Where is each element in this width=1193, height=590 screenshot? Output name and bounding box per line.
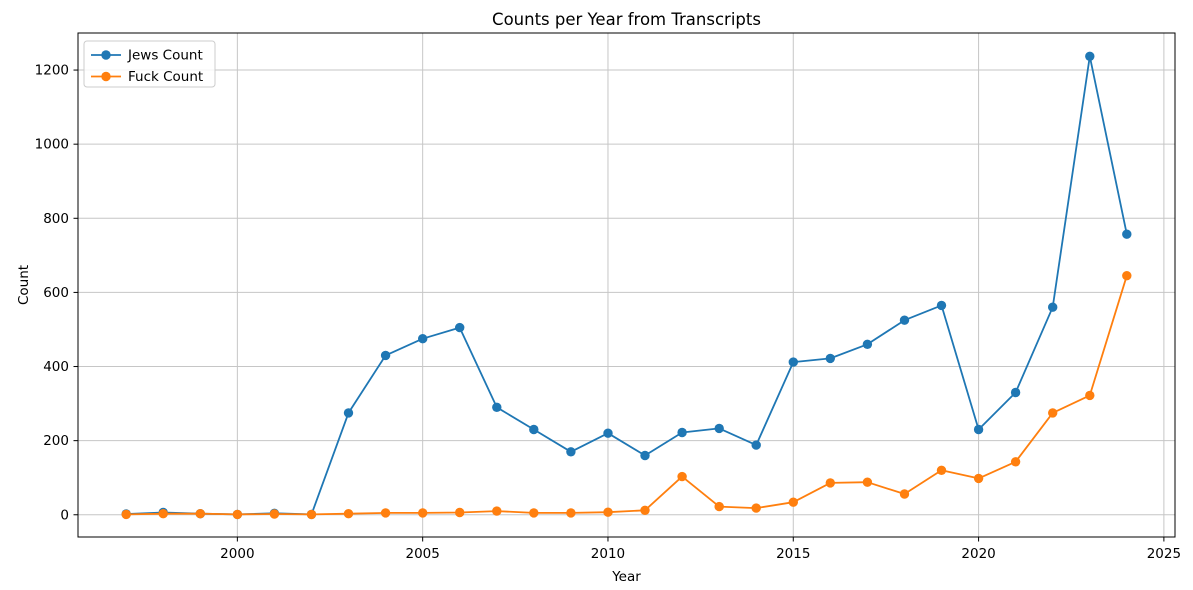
series-marker-fuck-count [232, 509, 243, 520]
series-marker-fuck-count [306, 509, 317, 520]
plot-content: 2000 2005 2010 2015 2020 2025 0 200 400 600 800 100… [35, 32, 1181, 562]
series-marker-jews-count [1048, 302, 1058, 312]
series-marker-jews-count [788, 357, 798, 367]
series-marker-jews-count [1010, 387, 1021, 398]
series-marker-fuck-count [492, 506, 502, 516]
series-marker-jews-count [1085, 51, 1095, 61]
series-marker-jews-count [862, 339, 873, 349]
y-tick-label: 1000 [35, 137, 69, 153]
y-tick-label: 200 [43, 433, 69, 449]
y-axis-label: Count [16, 265, 32, 305]
y-tick-label: 400 [43, 359, 69, 375]
series-marker-fuck-count [751, 503, 761, 513]
series-marker-fuck-count [973, 473, 984, 484]
series-marker-jews-count [1122, 229, 1132, 239]
series-marker-fuck-count [195, 509, 205, 519]
series-marker-fuck-count [121, 509, 131, 520]
y-tick-label: 600 [43, 285, 69, 301]
series-marker-fuck-count [936, 465, 947, 475]
y-tick-label: 800 [43, 211, 69, 227]
series-marker-fuck-count [380, 508, 391, 518]
y-tick-label: 1200 [35, 63, 69, 79]
series-marker-fuck-count [714, 501, 724, 512]
series-marker-jews-count [380, 350, 391, 361]
series-marker-jews-count [751, 440, 761, 450]
y-tick-label: 0 [60, 507, 69, 523]
x-tick-label: 2025 [1147, 546, 1181, 562]
legend-marker-sample [101, 71, 111, 82]
series-marker-fuck-count [343, 509, 354, 519]
x-tick-label: 2010 [591, 546, 625, 562]
series-marker-jews-count [640, 450, 650, 461]
series-marker-fuck-count [1010, 457, 1021, 467]
series-marker-fuck-count [418, 508, 428, 518]
series-marker-fuck-count [899, 489, 910, 499]
series-marker-fuck-count [269, 509, 280, 519]
plot-frame [77, 32, 1176, 538]
legend-item: Jews Count [91, 48, 203, 64]
series-marker-fuck-count [825, 478, 835, 488]
series-marker-jews-count [455, 322, 465, 333]
series-marker-fuck-count [640, 505, 650, 515]
series-marker-jews-count [899, 315, 910, 325]
series-marker-fuck-count [677, 471, 687, 482]
x-tick-label: 2020 [961, 546, 995, 562]
series-marker-jews-count [566, 447, 576, 457]
x-tick-label: 2005 [405, 546, 439, 562]
legend-box [83, 40, 216, 88]
x-axis-label: Year [611, 569, 641, 585]
series-marker-fuck-count [603, 507, 613, 517]
series-marker-jews-count [714, 423, 724, 434]
legend: Jews Count Fuck Count [83, 40, 216, 88]
series-marker-jews-count [825, 353, 835, 364]
legend-label: Fuck Count [128, 69, 203, 85]
legend-label: Jews Count [127, 48, 203, 64]
series-marker-fuck-count [788, 497, 798, 507]
series-line-jews-count [126, 55, 1128, 516]
series-marker-jews-count [492, 402, 502, 412]
legend-marker-sample [101, 50, 111, 60]
series-marker-fuck-count [529, 508, 539, 518]
x-tick-label: 2000 [220, 546, 254, 562]
series-marker-jews-count [936, 300, 947, 311]
series-marker-fuck-count [862, 477, 873, 487]
x-tick-label: 2015 [776, 546, 810, 562]
series-marker-jews-count [418, 334, 428, 344]
series-marker-fuck-count [1048, 408, 1058, 418]
chart-title: Counts per Year from Transcripts [492, 10, 761, 29]
series-marker-fuck-count [158, 509, 168, 519]
series-marker-fuck-count [1085, 390, 1095, 401]
series-line-fuck-count [126, 275, 1128, 516]
series-marker-jews-count [603, 428, 613, 438]
series-marker-jews-count [529, 424, 539, 435]
series-marker-jews-count [677, 427, 687, 438]
series-marker-fuck-count [455, 507, 465, 518]
series-marker-fuck-count [1122, 271, 1132, 281]
series-marker-jews-count [343, 408, 354, 418]
series-marker-jews-count [973, 424, 984, 435]
legend-item: Fuck Count [91, 69, 203, 85]
series-marker-fuck-count [566, 508, 576, 518]
